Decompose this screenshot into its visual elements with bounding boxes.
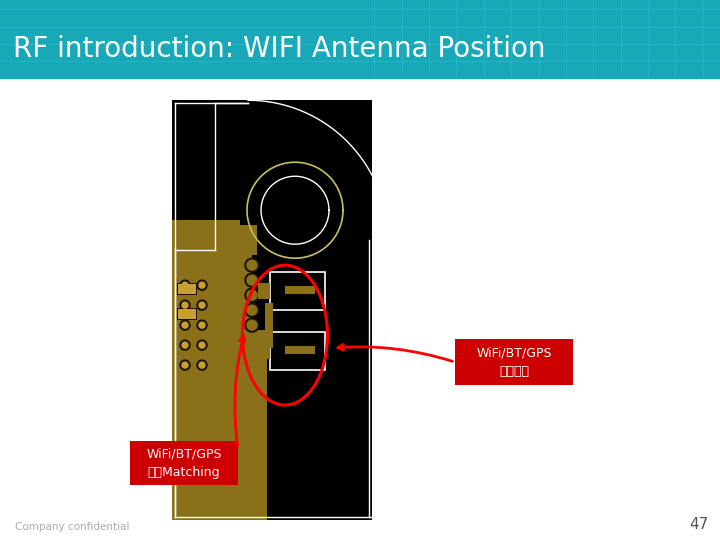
Circle shape — [199, 362, 205, 368]
Circle shape — [180, 340, 190, 350]
Bar — [178, 284, 196, 294]
Circle shape — [180, 280, 190, 290]
Circle shape — [247, 305, 257, 315]
Circle shape — [247, 290, 257, 300]
Bar — [177, 283, 197, 295]
Circle shape — [247, 320, 257, 330]
Circle shape — [199, 322, 205, 328]
Bar — [178, 309, 196, 319]
Bar — [270, 332, 325, 370]
Circle shape — [247, 260, 257, 270]
Circle shape — [199, 342, 205, 348]
Circle shape — [180, 320, 190, 330]
Bar — [238, 255, 252, 340]
Text: Company confidential: Company confidential — [15, 522, 130, 532]
Circle shape — [199, 282, 205, 288]
FancyBboxPatch shape — [455, 339, 573, 385]
Circle shape — [245, 288, 259, 302]
Bar — [285, 346, 315, 354]
Circle shape — [182, 342, 188, 348]
Bar — [258, 343, 270, 359]
Bar — [172, 220, 240, 270]
Circle shape — [245, 258, 259, 272]
Bar — [177, 308, 197, 320]
Circle shape — [247, 275, 257, 285]
Text: RF introduction: WIFI Antenna Position: RF introduction: WIFI Antenna Position — [13, 35, 546, 63]
Circle shape — [197, 360, 207, 370]
Text: WiFi/BT/GPS
天線彈片: WiFi/BT/GPS 天線彈片 — [476, 347, 552, 377]
Circle shape — [197, 340, 207, 350]
Bar — [172, 100, 372, 520]
Text: WiFi/BT/GPS
天線Matching: WiFi/BT/GPS 天線Matching — [146, 448, 222, 478]
FancyBboxPatch shape — [130, 441, 238, 485]
Bar — [270, 272, 325, 310]
Bar — [265, 303, 273, 348]
Bar — [285, 286, 315, 294]
Circle shape — [180, 300, 190, 310]
Bar — [207, 225, 257, 255]
Circle shape — [197, 320, 207, 330]
Circle shape — [182, 362, 188, 368]
Circle shape — [199, 302, 205, 308]
Circle shape — [180, 360, 190, 370]
Text: 47: 47 — [689, 517, 708, 532]
Circle shape — [245, 318, 259, 332]
Bar — [172, 330, 267, 520]
Circle shape — [182, 282, 188, 288]
Bar — [258, 283, 270, 299]
Circle shape — [182, 302, 188, 308]
Bar — [172, 250, 240, 520]
Circle shape — [245, 273, 259, 287]
Circle shape — [245, 303, 259, 317]
Circle shape — [197, 280, 207, 290]
Circle shape — [182, 322, 188, 328]
Circle shape — [197, 300, 207, 310]
